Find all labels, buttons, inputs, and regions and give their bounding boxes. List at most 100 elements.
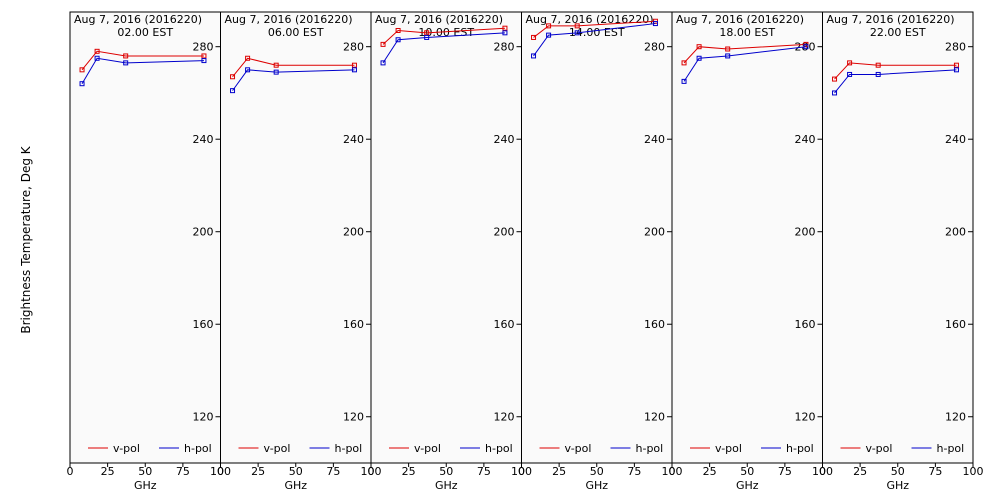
data-point-h-pol <box>94 55 100 61</box>
y-tick-label: 120 <box>644 411 665 424</box>
plot-frame <box>220 11 372 464</box>
x-axis-label: GHz <box>585 479 608 492</box>
y-tick-label: 120 <box>945 411 966 424</box>
data-point-h-pol <box>201 58 207 64</box>
legend-label-h-pol: h-pol <box>184 442 212 455</box>
data-point-h-pol <box>273 69 279 75</box>
data-point-h-pol <box>123 60 129 66</box>
series-line-h-pol <box>683 46 807 82</box>
data-point-v-pol <box>424 30 430 36</box>
y-tick-label: 240 <box>343 133 364 146</box>
chart-title: Aug 7, 2016 (2016220) <box>526 13 654 26</box>
x-tick-label: 0 <box>67 465 74 478</box>
y-tick-label: 160 <box>343 318 364 331</box>
chart-title: Aug 7, 2016 (2016220) <box>827 13 955 26</box>
x-tick-label: 50 <box>439 465 453 478</box>
data-point-v-pol <box>832 76 838 82</box>
data-point-h-pol <box>847 71 853 77</box>
data-point-v-pol <box>94 48 100 54</box>
y-tick-label: 160 <box>494 318 515 331</box>
chart-title: Aug 7, 2016 (2016220) <box>74 13 202 26</box>
data-point-v-pol <box>79 67 85 73</box>
chart-subtitle: 02.00 EST <box>117 26 173 39</box>
x-axis-label: GHz <box>736 479 759 492</box>
y-tick-label: 240 <box>193 133 214 146</box>
y-tick-label: 240 <box>494 133 515 146</box>
data-point-h-pol <box>953 67 959 73</box>
series-line-v-pol <box>81 50 204 71</box>
data-point-h-pol <box>546 32 552 38</box>
y-tick-label: 200 <box>193 226 214 239</box>
data-point-v-pol <box>395 28 401 34</box>
x-tick-label: 50 <box>590 465 604 478</box>
data-point-v-pol <box>351 62 357 68</box>
data-point-v-pol <box>531 34 537 40</box>
data-point-h-pol <box>245 67 251 73</box>
data-point-h-pol <box>502 30 508 36</box>
x-tick-label: 100 <box>812 465 833 478</box>
legend-label-v-pol: v-pol <box>565 442 592 455</box>
chart-panel-6: Aug 7, 2016 (2016220)22.00 EST 120 160 200 2… <box>819 11 984 492</box>
x-tick-label: 50 <box>891 465 905 478</box>
x-tick-label: 50 <box>138 465 152 478</box>
x-tick-label: 0 <box>819 465 826 478</box>
y-tick-label: 160 <box>644 318 665 331</box>
data-point-v-pol <box>380 41 386 47</box>
y-tick-label: 200 <box>494 226 515 239</box>
x-tick-label: 75 <box>778 465 792 478</box>
plot-frame <box>822 11 974 464</box>
y-tick-label: 200 <box>644 226 665 239</box>
data-point-v-pol <box>574 23 580 29</box>
data-point-v-pol <box>875 62 881 68</box>
x-tick-label: 25 <box>703 465 717 478</box>
plot-frame <box>671 11 823 464</box>
series-line-v-pol <box>382 27 505 45</box>
legend-label-h-pol: h-pol <box>636 442 664 455</box>
chart-title: Aug 7, 2016 (2016220) <box>375 13 503 26</box>
y-tick-label: 120 <box>795 411 816 424</box>
y-tick-label: 280 <box>644 41 665 54</box>
series-line-h-pol <box>834 69 957 94</box>
data-point-h-pol <box>230 88 236 94</box>
legend-label-h-pol: h-pol <box>485 442 513 455</box>
y-tick-label: 160 <box>945 318 966 331</box>
chart-title: Aug 7, 2016 (2016220) <box>676 13 804 26</box>
x-tick-label: 50 <box>289 465 303 478</box>
data-point-v-pol <box>273 62 279 68</box>
plot-frame <box>370 11 522 464</box>
plot-frame <box>521 11 673 464</box>
legend-label-h-pol: h-pol <box>937 442 965 455</box>
chart-subtitle: 18.00 EST <box>719 26 775 39</box>
data-point-v-pol <box>953 62 959 68</box>
series-line-v-pol <box>533 20 656 38</box>
y-tick-label: 200 <box>945 226 966 239</box>
data-point-h-pol <box>79 81 85 87</box>
data-point-v-pol <box>201 53 207 59</box>
y-tick-label: 240 <box>644 133 665 146</box>
data-point-h-pol <box>832 90 838 96</box>
legend-label-v-pol: v-pol <box>715 442 742 455</box>
y-axis-label: Brightness Temperature, Deg K <box>19 145 33 333</box>
y-tick-label: 160 <box>193 318 214 331</box>
y-tick-label: 240 <box>945 133 966 146</box>
x-tick-label: 75 <box>627 465 641 478</box>
chart-panel-2: Aug 7, 2016 (2016220)06.00 EST 120 160 200 2… <box>217 11 382 492</box>
data-point-h-pol <box>380 60 386 66</box>
y-tick-label: 280 <box>193 41 214 54</box>
chart-subtitle: 06.00 EST <box>268 26 324 39</box>
x-tick-label: 75 <box>176 465 190 478</box>
y-tick-label: 280 <box>343 41 364 54</box>
y-tick-label: 200 <box>795 226 816 239</box>
x-tick-label: 100 <box>662 465 683 478</box>
x-tick-label: 25 <box>402 465 416 478</box>
chart-panel-5: Aug 7, 2016 (2016220)18.00 EST 120 160 200 2… <box>669 11 833 492</box>
x-tick-label: 100 <box>361 465 382 478</box>
data-point-v-pol <box>847 60 853 66</box>
y-tick-label: 240 <box>795 133 816 146</box>
legend-label-h-pol: h-pol <box>786 442 814 455</box>
x-tick-label: 75 <box>928 465 942 478</box>
x-axis-label: GHz <box>886 479 909 492</box>
series-line-v-pol <box>683 43 806 64</box>
series-line-v-pol <box>834 62 957 80</box>
